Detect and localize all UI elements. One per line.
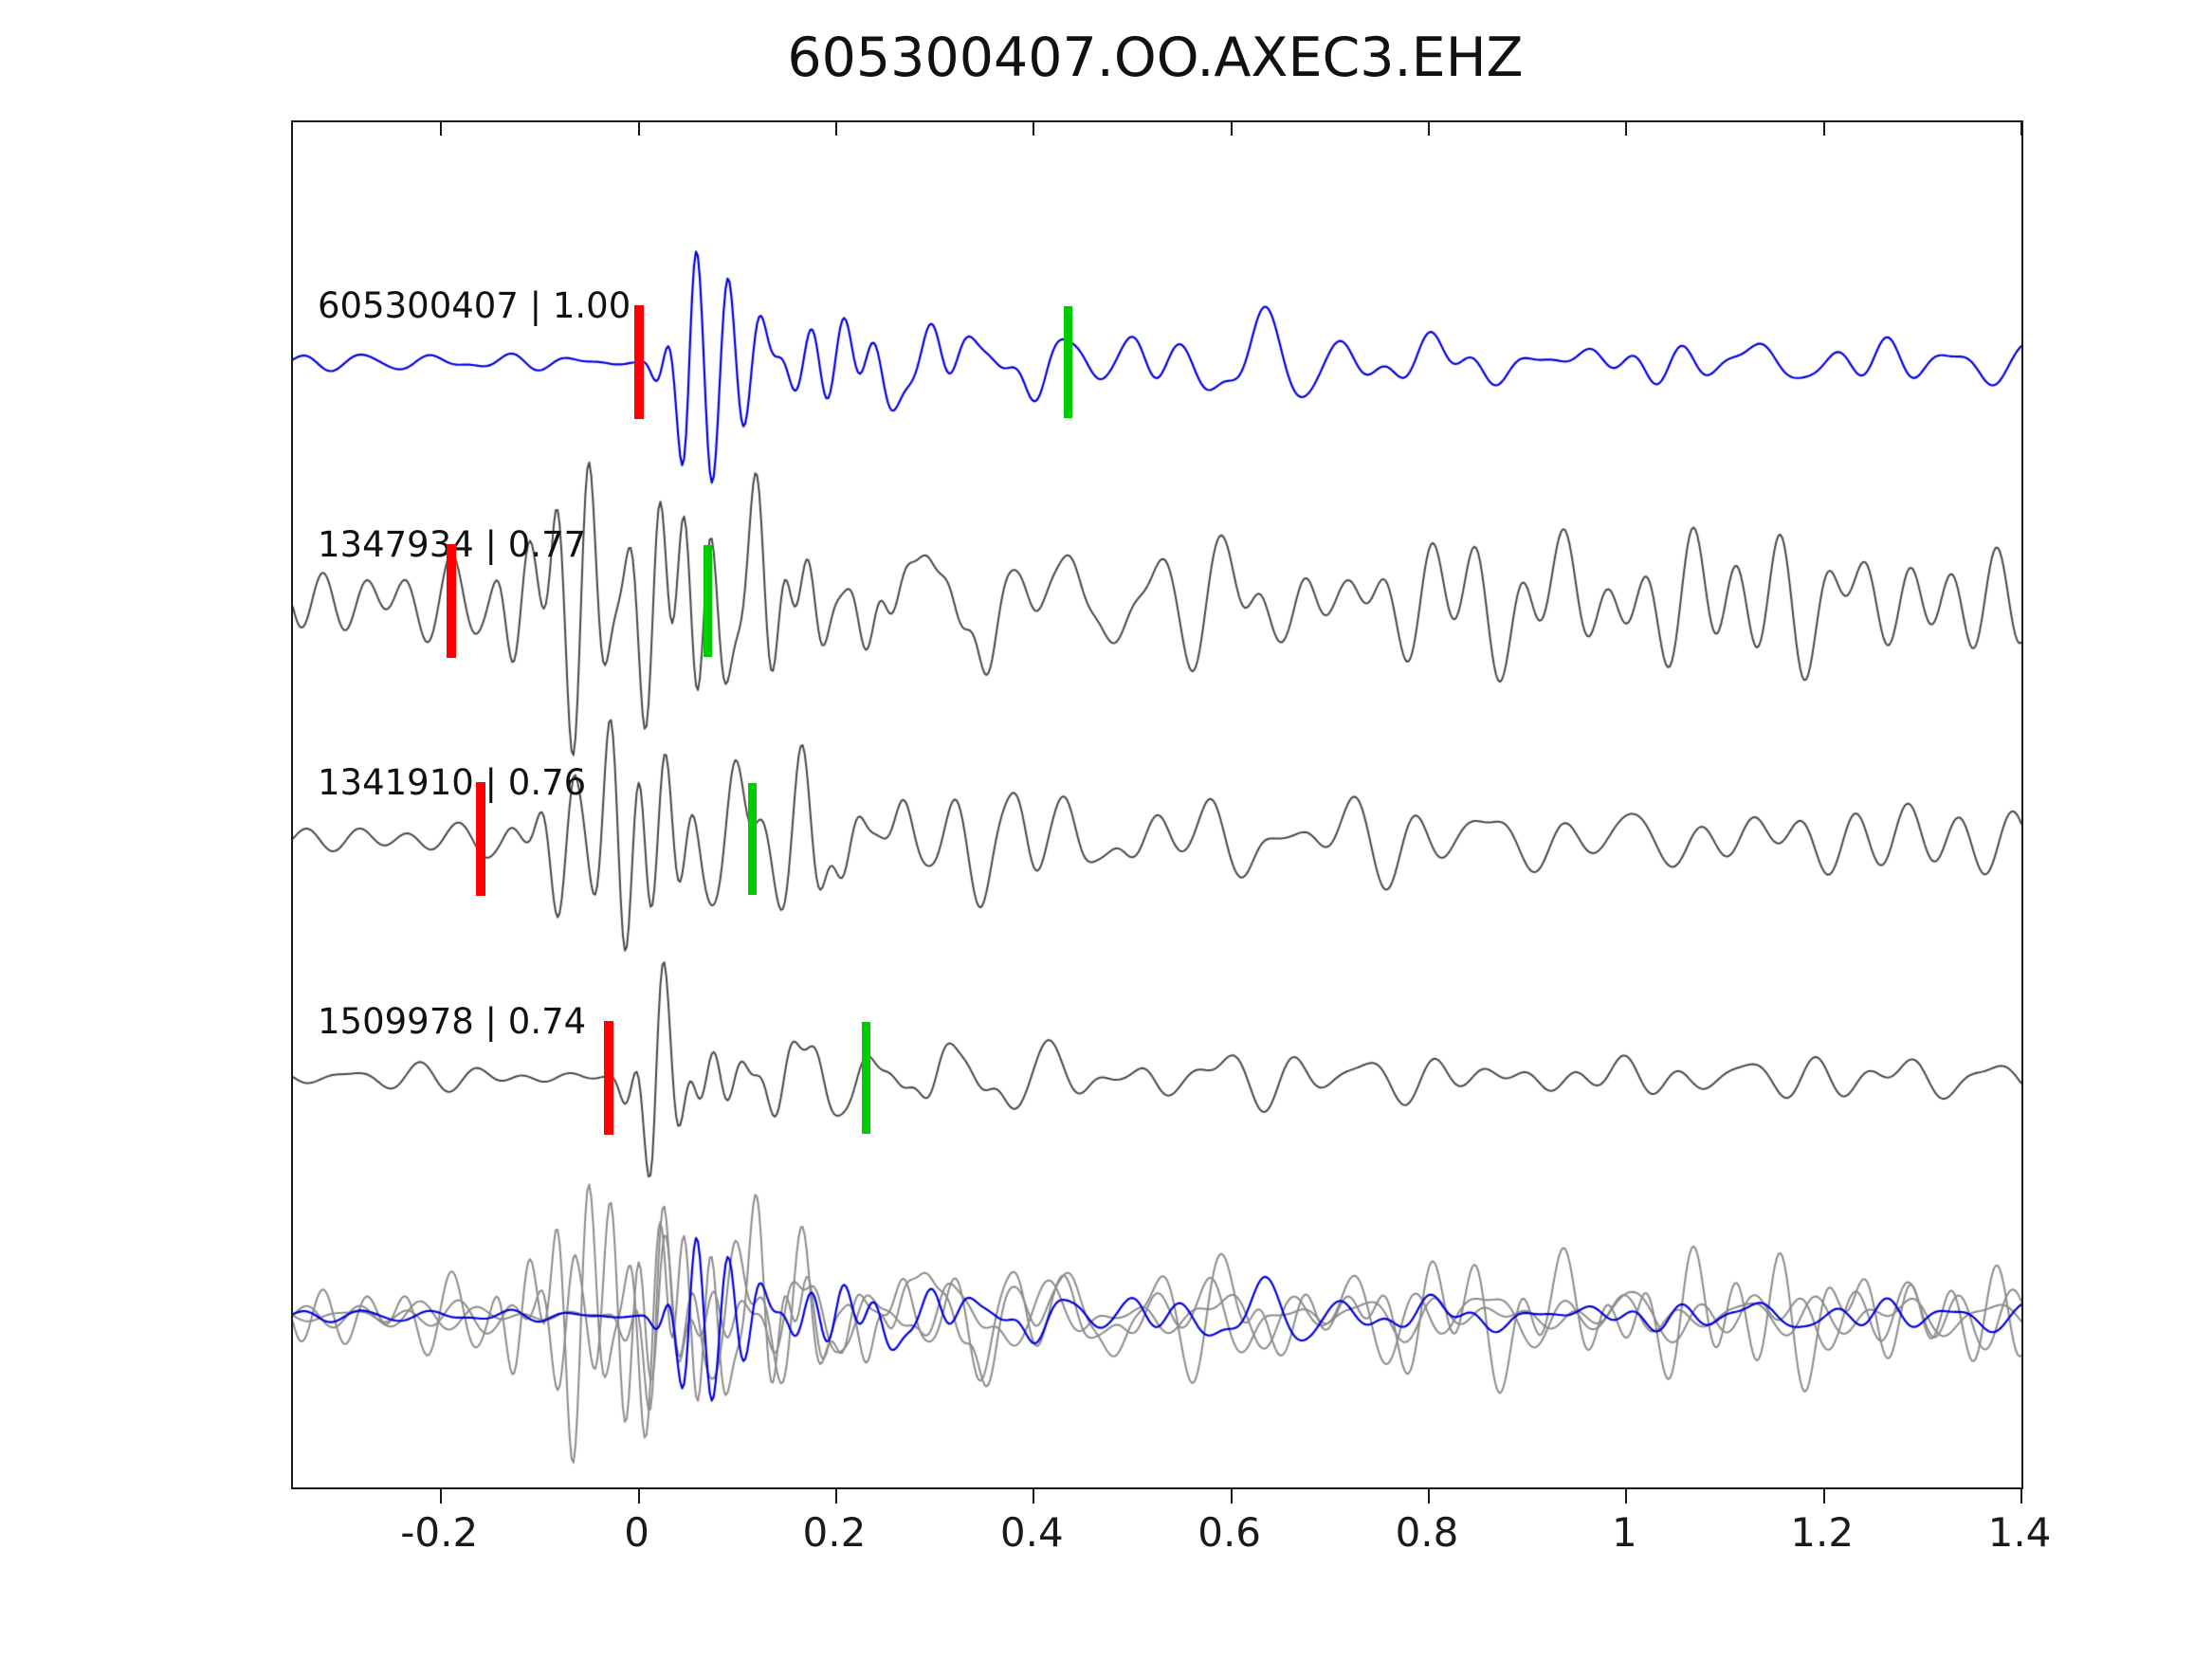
x-axis-top-tick <box>1230 122 1233 136</box>
x-axis-tick <box>2020 1489 2022 1504</box>
x-axis-tick <box>1625 1489 1628 1504</box>
x-axis-top-tick <box>1822 122 1825 136</box>
x-axis-tick-label: 0.6 <box>1197 1509 1262 1556</box>
seismogram-plot: 605300407 | 1.00 1347934 | 0.77 1341910 | … <box>291 120 2023 1504</box>
x-axis-top-tick <box>2020 122 2022 136</box>
red-pick-marker <box>446 543 456 658</box>
red-pick-marker <box>604 1020 614 1135</box>
x-axis-tick-label: 0.4 <box>999 1509 1064 1556</box>
x-axis-tick-label: 0.8 <box>1395 1509 1459 1556</box>
trace-label: 1341910 | 0.76 <box>318 762 587 803</box>
x-axis-top-tick <box>1625 122 1628 136</box>
red-pick-marker <box>633 305 644 419</box>
red-pick-marker <box>475 782 485 896</box>
x-axis-tick <box>1230 1489 1233 1504</box>
x-axis-tick-label: 1 <box>1611 1509 1637 1556</box>
x-axis-top-tick <box>1427 122 1430 136</box>
x-axis-tick <box>1822 1489 1825 1504</box>
x-axis-tick-label: -0.2 <box>400 1509 479 1556</box>
x-axis-tick-label: 0.2 <box>802 1509 867 1556</box>
x-axis-top-tick <box>637 122 640 136</box>
x-axis-tick <box>1427 1489 1430 1504</box>
green-match-marker <box>704 544 713 657</box>
x-axis-tick <box>834 1489 837 1504</box>
x-axis-tick-label: 1.4 <box>1987 1509 2052 1556</box>
x-axis-top-tick <box>440 122 443 136</box>
x-axis-tick <box>440 1489 443 1504</box>
waveform-canvas <box>293 122 2021 1487</box>
x-axis-tick-label: 0 <box>624 1509 649 1556</box>
x-axis-tick <box>637 1489 640 1504</box>
figure-title: 605300407.OO.AXEC3.EHZ <box>787 27 1524 89</box>
x-axis-tick <box>1033 1489 1035 1504</box>
green-match-marker <box>861 1021 870 1134</box>
green-match-marker <box>747 783 757 895</box>
x-axis-tick-label: 1.2 <box>1790 1509 1855 1556</box>
trace-label: 605300407 | 1.00 <box>318 285 631 326</box>
x-axis-top-tick <box>834 122 837 136</box>
trace-label: 1509978 | 0.74 <box>318 1000 587 1042</box>
green-match-marker <box>1064 306 1073 418</box>
x-axis-top-tick <box>1033 122 1035 136</box>
